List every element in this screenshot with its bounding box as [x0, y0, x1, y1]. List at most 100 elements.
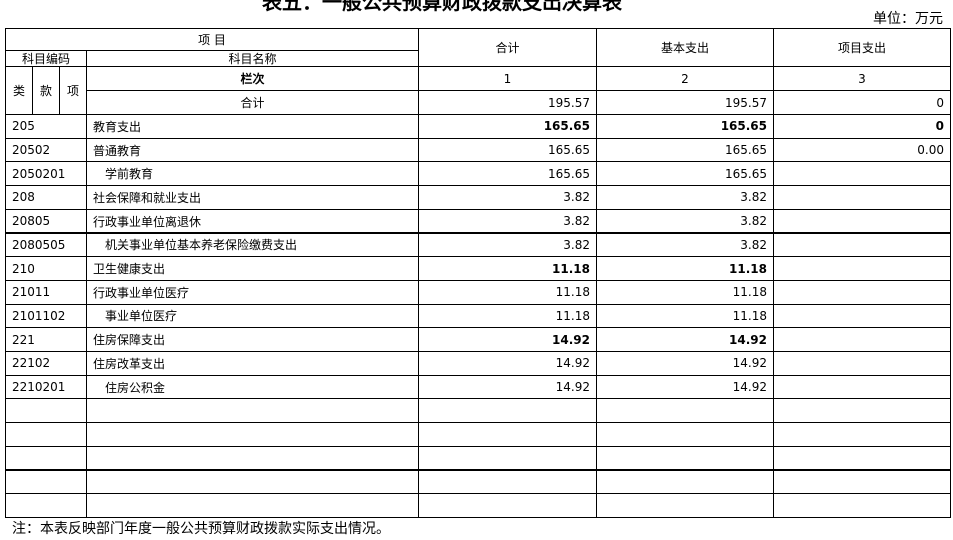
subject-name: 行政事业单位离退休	[86, 208, 419, 234]
empty-value	[596, 398, 774, 424]
empty-code	[5, 469, 87, 495]
column-header: 项目支出	[773, 28, 951, 67]
value: 11.18	[596, 303, 774, 329]
value: 3.82	[596, 232, 774, 258]
value	[773, 208, 951, 234]
value: 165.65	[418, 114, 597, 139]
value: 14.92	[596, 327, 774, 352]
value: 165.65	[418, 161, 597, 187]
empty-value	[418, 469, 597, 495]
value	[773, 303, 951, 329]
value: 165.65	[596, 114, 774, 139]
value	[773, 327, 951, 352]
empty-value	[418, 445, 597, 471]
value: 3.82	[596, 208, 774, 234]
column-number: 1	[418, 66, 597, 91]
column-header: 合计	[418, 28, 597, 67]
empty-value	[418, 398, 597, 424]
unit: 单位：万元	[873, 11, 943, 27]
header-name: 科目名称	[86, 50, 419, 67]
empty-code	[5, 493, 87, 518]
subject-name: 普通教育	[86, 137, 419, 163]
empty-value	[418, 422, 597, 447]
value	[773, 161, 951, 187]
subject-code: 2101102	[5, 303, 87, 329]
subject-code: 2080505	[5, 232, 87, 258]
empty-name	[86, 422, 419, 447]
value: 0.00	[773, 137, 951, 163]
header-code: 科目编码	[5, 50, 87, 67]
subject-code: 21011	[5, 279, 87, 305]
subject-name: 学前教育	[86, 161, 419, 187]
header-kuan: 款	[32, 66, 60, 115]
empty-name	[86, 469, 419, 495]
value: 14.92	[596, 374, 774, 400]
empty-value	[773, 398, 951, 424]
subject-name: 行政事业单位医疗	[86, 279, 419, 305]
empty-value	[596, 445, 774, 471]
total-value: 195.57	[596, 90, 774, 115]
value: 3.82	[418, 232, 597, 258]
subject-name: 社会保障和就业支出	[86, 185, 419, 210]
value: 14.92	[596, 351, 774, 376]
empty-code	[5, 445, 87, 471]
value: 165.65	[418, 137, 597, 163]
value: 11.18	[596, 279, 774, 305]
header-item: 项 目	[5, 28, 419, 51]
subject-code: 2210201	[5, 374, 87, 400]
value: 11.18	[418, 256, 597, 281]
subject-name: 住房公积金	[86, 374, 419, 400]
subject-code: 205	[5, 114, 87, 139]
column-number: 2	[596, 66, 774, 91]
value: 14.92	[418, 351, 597, 376]
value: 3.82	[596, 185, 774, 210]
note: 注：本表反映部门年度一般公共预算财政拨款实际支出情况。	[12, 521, 390, 537]
total-value: 0	[773, 90, 951, 115]
header-lei: 类	[5, 66, 33, 115]
subject-code: 221	[5, 327, 87, 352]
value	[773, 374, 951, 400]
empty-value	[596, 422, 774, 447]
value: 14.92	[418, 374, 597, 400]
subject-name: 卫生健康支出	[86, 256, 419, 281]
empty-value	[773, 445, 951, 471]
value	[773, 351, 951, 376]
value: 165.65	[596, 137, 774, 163]
empty-code	[5, 398, 87, 424]
value: 3.82	[418, 208, 597, 234]
empty-value	[418, 493, 597, 518]
empty-name	[86, 493, 419, 518]
empty-code	[5, 422, 87, 447]
total-value: 195.57	[418, 90, 597, 115]
subject-name: 机关事业单位基本养老保险缴费支出	[86, 232, 419, 258]
title: 表五：一般公共预算财政拨款支出决算表	[262, 0, 622, 14]
empty-value	[773, 469, 951, 495]
empty-name	[86, 398, 419, 424]
value: 11.18	[418, 303, 597, 329]
subject-name: 教育支出	[86, 114, 419, 139]
empty-value	[773, 493, 951, 518]
value: 0	[773, 114, 951, 139]
empty-value	[596, 469, 774, 495]
subject-name: 事业单位医疗	[86, 303, 419, 329]
value: 14.92	[418, 327, 597, 352]
column-no-label: 栏次	[86, 66, 419, 91]
column-header: 基本支出	[596, 28, 774, 67]
empty-value	[596, 493, 774, 518]
subject-name: 住房保障支出	[86, 327, 419, 352]
value	[773, 256, 951, 281]
value: 3.82	[418, 185, 597, 210]
empty-name	[86, 445, 419, 471]
value: 11.18	[418, 279, 597, 305]
subject-code: 22102	[5, 351, 87, 376]
value: 165.65	[596, 161, 774, 187]
value: 11.18	[596, 256, 774, 281]
empty-value	[773, 422, 951, 447]
subject-name: 住房改革支出	[86, 351, 419, 376]
total-label: 合计	[86, 90, 419, 115]
value	[773, 185, 951, 210]
value	[773, 279, 951, 305]
subject-code: 208	[5, 185, 87, 210]
subject-code: 210	[5, 256, 87, 281]
